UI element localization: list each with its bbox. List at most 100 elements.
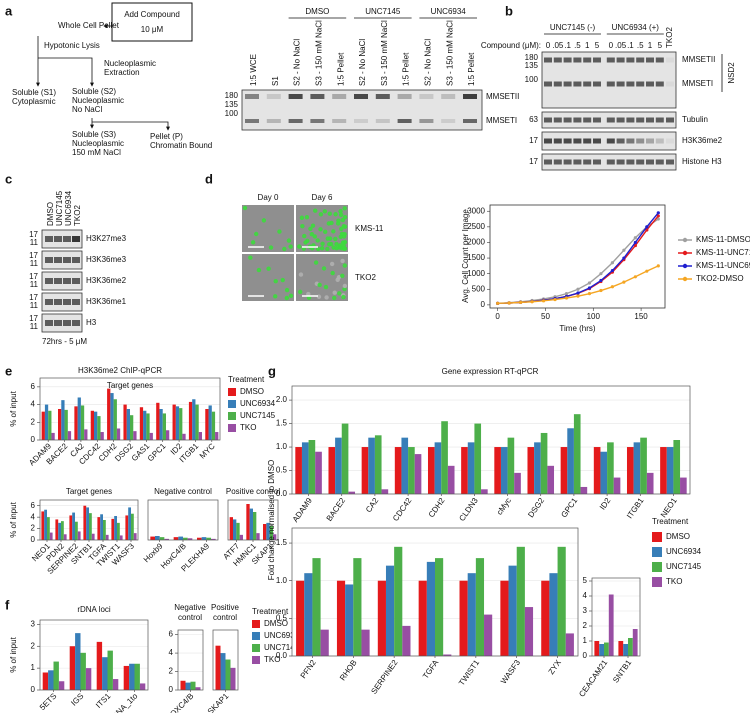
bar [123,665,130,690]
x-tick-label: SKAP1 [206,691,231,713]
bar [178,536,183,540]
cell [310,223,316,228]
band [616,138,625,144]
band [544,57,552,63]
bar [51,432,55,440]
band [593,159,601,165]
bar [96,641,103,690]
bar [467,442,475,494]
x-tick-label: RHOB [338,658,359,682]
bar [44,404,49,440]
band [646,81,654,87]
bar [295,447,302,494]
cell [277,229,282,234]
band [544,138,552,144]
band [563,138,572,144]
band [636,138,645,144]
column-label: Day 6 [312,193,333,202]
band [573,159,582,165]
y-axis-label: % of input [9,636,18,672]
band [646,57,654,63]
bar [211,411,216,440]
cell [342,263,347,268]
band [646,138,654,144]
x-tick-label: MYC [198,441,217,460]
bar [55,519,59,540]
y-axis-label: % of input [9,501,18,537]
lane-label: .1 [564,41,571,50]
band [553,81,562,87]
data-point [576,294,580,298]
x-tick-label: cMyc [495,496,513,516]
mw-marker: 100 [225,109,239,118]
bar [61,400,65,440]
bar [146,413,150,440]
legend-swatch [652,562,662,572]
band-label: MMSETII [682,55,715,64]
band [72,320,80,326]
bar [500,580,509,656]
bar [143,410,147,440]
chart-title: rDNA loci [77,605,111,614]
bar [133,431,137,440]
bar [116,428,121,440]
flow-node: Soluble (S3) [72,130,116,139]
cell [286,238,292,243]
bar [312,558,321,656]
cell [331,229,336,234]
band [45,278,53,284]
plot-border [39,499,139,541]
mw-marker: 11 [30,280,39,289]
band [593,81,601,87]
bar [80,405,85,440]
bar [269,525,273,540]
band [553,117,562,123]
bar [640,437,647,494]
bar [447,465,455,494]
bar [100,432,104,440]
band [310,94,325,99]
cell [330,270,335,276]
x-tick-label: ADAM9 [291,496,314,524]
bar [80,652,86,690]
band [616,81,625,87]
band [54,299,62,305]
cell [268,245,274,250]
lane-label: 0 [546,41,551,50]
cell [334,241,339,247]
bar [632,629,638,656]
bar [75,521,78,540]
cell [297,289,303,295]
cell [242,205,248,211]
bar [573,414,581,494]
cell [313,260,319,265]
band-label: MMSETI [682,79,713,88]
cell [318,212,324,217]
mw-marker: 17 [529,157,538,166]
bar [107,650,113,690]
cell [305,238,310,244]
cell [250,240,256,245]
y-tick-label: 500 [472,284,486,293]
plot-border [291,527,579,657]
bar [42,672,49,690]
cell [282,246,287,252]
band [616,57,625,63]
y-tick-label: 2500 [467,222,485,231]
band [72,257,80,263]
bar [613,477,621,494]
bar [594,641,600,656]
y-axis-label: % of input [9,390,18,426]
bar [117,522,120,540]
cell [329,220,334,226]
bar [187,538,193,540]
data-point [599,288,603,293]
bar [385,565,395,656]
band-label: H3K36me2 [682,136,723,145]
bar [180,680,186,690]
x-tick-label: 50 [541,312,550,321]
fractionation-diagram [36,2,193,131]
cell [288,244,293,249]
cell [342,240,348,245]
panel-label: d [205,171,213,186]
